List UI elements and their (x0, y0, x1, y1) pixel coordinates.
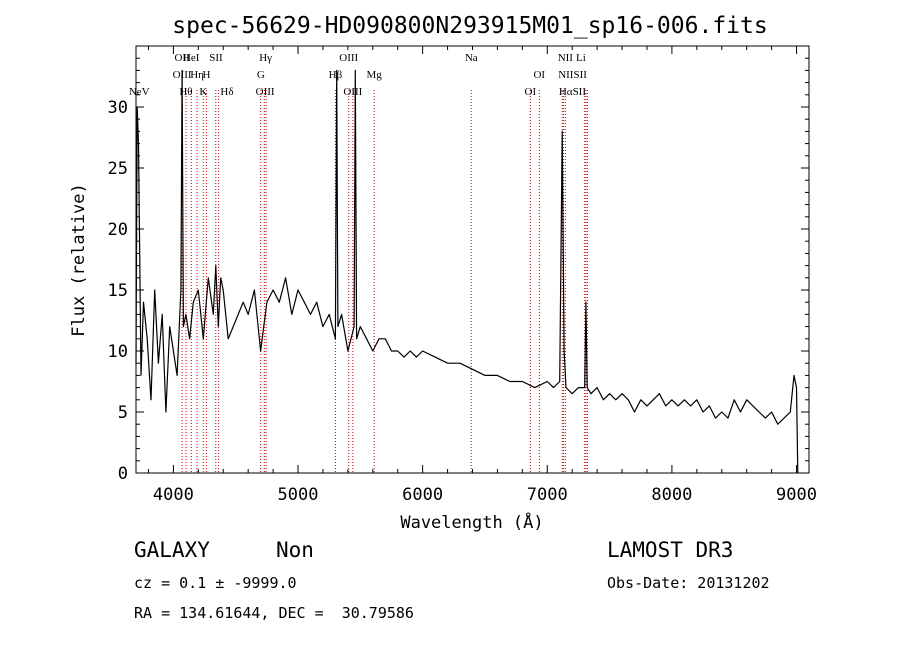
x-tick-label: 5000 (278, 485, 319, 505)
y-axis-ticks: 0 5 10 15 20 25 30 (108, 57, 809, 484)
spectrum-line (135, 69, 799, 474)
y-tick-label: 25 (108, 159, 128, 179)
marker-label: OI (533, 69, 545, 81)
obs-date: Obs-Date: 20131202 (607, 574, 770, 592)
marker-label: Hβ (329, 69, 343, 81)
marker-label: G (257, 69, 265, 81)
x-tick-label: 8000 (651, 485, 692, 505)
y-axis-label: Flux (relative) (69, 183, 89, 337)
x-tick-label: 7000 (527, 485, 568, 505)
marker-label: Na (465, 52, 478, 64)
marker-label: Mg (367, 69, 383, 81)
emission-line-labels: NeVOIIOIIIHθHeIHηKHSIIHδHγGOIIIHβOIIIOII… (129, 52, 587, 98)
marker-label: Hδ (220, 86, 233, 98)
plot-frame (135, 45, 810, 474)
spectrum-series (135, 69, 799, 474)
x-tick-label: 9000 (776, 485, 817, 505)
marker-label: SII (209, 52, 223, 64)
marker-label: NIISII (558, 69, 587, 81)
emission-line-markers (181, 90, 588, 473)
chart-title: spec-56629-HD090800N293915M01_sp16-006.f… (172, 13, 767, 39)
marker-label: Hθ (179, 86, 192, 98)
coordinates: RA = 134.61644, DEC = 30.79586 (134, 604, 414, 622)
object-class: GALAXY (134, 538, 210, 562)
marker-label: OIII (343, 86, 362, 98)
y-tick-label: 15 (108, 281, 128, 301)
marker-label: Hη (190, 69, 204, 81)
marker-label: H (202, 69, 210, 81)
marker-label: NeV (129, 86, 150, 98)
marker-label: HeI (183, 52, 200, 64)
marker-label: HαSII (559, 86, 586, 98)
y-tick-label: 30 (108, 98, 128, 118)
y-tick-label: 10 (108, 342, 128, 362)
redshift-info: cz = 0.1 ± -9999.0 (134, 574, 297, 592)
marker-label: NII (558, 52, 574, 64)
x-tick-label: 6000 (402, 485, 443, 505)
x-tick-label: 4000 (153, 485, 194, 505)
object-subclass: Non (276, 538, 314, 562)
marker-label: OIII (339, 52, 358, 64)
marker-label: OIII (256, 86, 275, 98)
y-tick-label: 0 (118, 464, 128, 484)
x-axis-label: Wavelength (Å) (400, 511, 543, 533)
marker-label: Li (576, 52, 586, 64)
marker-label: K (199, 86, 207, 98)
x-axis-ticks: 4000 5000 6000 7000 8000 9000 (147, 46, 817, 505)
survey-name: LAMOST DR3 (607, 538, 734, 562)
marker-label: Hγ (259, 52, 272, 64)
y-tick-label: 20 (108, 220, 128, 240)
y-tick-label: 5 (118, 403, 128, 423)
marker-label: OI (525, 86, 537, 98)
marker-label: OII (174, 52, 190, 64)
